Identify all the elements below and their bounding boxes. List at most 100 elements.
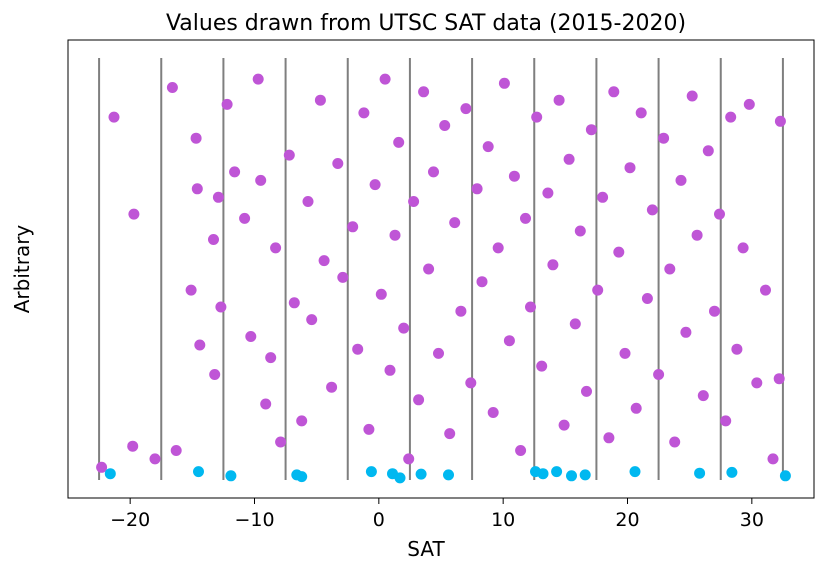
data-point: [229, 166, 241, 178]
x-tick-label: 20: [615, 509, 639, 531]
x-axis-label: SAT: [407, 537, 445, 561]
data-point: [635, 107, 647, 119]
data-point: [579, 469, 591, 481]
data-point: [558, 419, 570, 431]
data-point: [352, 343, 364, 355]
data-point: [709, 305, 720, 317]
bin-lines: [98, 58, 784, 480]
data-point: [726, 466, 738, 478]
data-point: [428, 166, 439, 178]
data-point: [773, 373, 785, 385]
data-point: [288, 297, 300, 309]
x-tick-label: −20: [110, 509, 150, 531]
data-point: [624, 162, 636, 174]
data-point: [128, 208, 140, 220]
data-point: [191, 183, 203, 195]
data-point: [363, 423, 375, 435]
data-point: [379, 73, 391, 85]
data-point: [547, 259, 559, 271]
data-point: [691, 229, 703, 241]
data-point: [185, 284, 197, 296]
data-point: [260, 398, 272, 410]
data-point: [537, 468, 549, 480]
plot-frame: [67, 39, 815, 499]
data-point: [675, 174, 687, 186]
data-point: [190, 132, 202, 144]
data-point: [149, 453, 161, 465]
data-point: [270, 242, 282, 254]
data-point: [460, 103, 472, 115]
data-point: [389, 229, 401, 241]
x-tick-label: 30: [740, 509, 764, 531]
data-point: [664, 263, 676, 275]
data-point: [318, 255, 330, 267]
data-point: [686, 90, 698, 102]
data-point: [694, 467, 706, 479]
data-points: [96, 73, 791, 484]
chart-title: Values drawn from UTSC SAT data (2015-20…: [166, 11, 686, 36]
data-point: [619, 347, 631, 359]
data-point: [275, 436, 287, 448]
data-point: [365, 466, 377, 478]
data-point: [508, 170, 520, 182]
data-point: [255, 174, 267, 186]
data-point: [423, 263, 435, 275]
data-point: [646, 204, 658, 216]
data-point: [731, 343, 743, 355]
data-point: [553, 94, 565, 106]
data-point: [193, 466, 204, 478]
data-point: [127, 440, 139, 452]
data-point: [332, 158, 344, 169]
data-point: [630, 402, 642, 414]
data-point: [566, 470, 577, 482]
data-point: [574, 225, 586, 237]
data-point: [209, 369, 221, 380]
data-point: [680, 326, 692, 338]
data-point: [170, 445, 182, 456]
data-point: [245, 331, 257, 342]
x-tick-label: 10: [491, 509, 515, 531]
data-point: [767, 453, 779, 465]
data-point: [465, 377, 477, 389]
data-point: [737, 242, 749, 254]
data-point: [326, 381, 338, 393]
data-point: [581, 385, 592, 397]
data-point: [398, 322, 410, 334]
x-axis-ticks: −20 −10 0 10 20 30: [110, 498, 764, 531]
data-point: [498, 77, 510, 89]
data-point: [613, 246, 625, 258]
data-point: [394, 472, 406, 484]
data-point: [302, 196, 314, 207]
data-point: [702, 145, 714, 157]
data-point: [166, 82, 178, 93]
data-point: [208, 234, 219, 245]
data-point: [403, 453, 415, 465]
data-point: [669, 436, 681, 448]
data-point: [375, 288, 387, 300]
data-point: [492, 242, 504, 254]
data-point: [221, 98, 233, 110]
data-point: [751, 377, 763, 389]
data-point: [697, 390, 709, 402]
y-axis-label: Arbitrary: [10, 225, 34, 314]
data-point: [212, 191, 224, 203]
data-point: [760, 284, 771, 296]
data-point: [597, 191, 609, 203]
data-point: [369, 179, 381, 191]
data-point: [603, 432, 615, 444]
data-point: [531, 111, 543, 123]
data-point: [592, 284, 604, 296]
data-point: [629, 466, 641, 478]
data-point: [725, 111, 737, 123]
data-point: [720, 415, 732, 427]
data-point: [743, 98, 755, 110]
data-point: [443, 469, 454, 481]
data-point: [225, 470, 237, 482]
data-point: [471, 183, 483, 195]
data-point: [358, 107, 370, 119]
data-point: [104, 468, 116, 480]
data-point: [296, 415, 308, 427]
data-point: [585, 124, 597, 136]
data-point: [569, 318, 581, 330]
